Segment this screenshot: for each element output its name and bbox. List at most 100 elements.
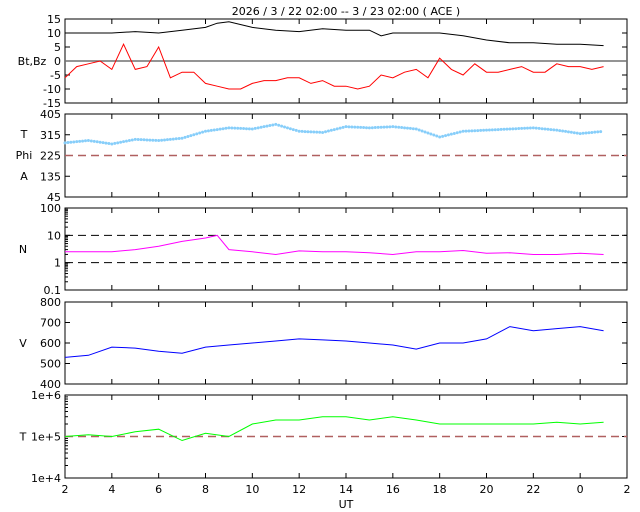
- phi-data-point: [265, 124, 269, 128]
- y-tick-label: 405: [40, 108, 61, 121]
- phi-data-point: [78, 139, 82, 143]
- phi-data-point: [446, 133, 450, 137]
- phi-data-point: [212, 128, 216, 132]
- phi-data-point: [233, 126, 237, 130]
- y-axis-label: Phi: [16, 149, 33, 162]
- phi-data-point: [499, 127, 503, 131]
- y-axis-label: Bt,Bz: [18, 55, 47, 68]
- phi-data-point: [86, 139, 90, 143]
- phi-data-point: [391, 125, 395, 129]
- phi-data-point: [426, 131, 430, 135]
- x-tick-label: 2: [62, 483, 69, 496]
- phi-data-point: [268, 124, 272, 128]
- phi-data-point: [490, 128, 494, 132]
- phi-data-point: [537, 126, 541, 130]
- y-axis-label: N: [19, 243, 27, 256]
- chart-title: 2026 / 3 / 22 02:00 -- 3 / 23 02:00 ( AC…: [232, 5, 460, 18]
- phi-data-point: [110, 142, 114, 146]
- y-axis-label: A: [20, 170, 28, 183]
- phi-data-point: [350, 125, 354, 129]
- phi-data-point: [204, 129, 207, 133]
- y-tick-label: 225: [40, 150, 61, 163]
- phi-data-point: [543, 127, 547, 131]
- phi-data-point: [517, 127, 521, 131]
- phi-data-point: [581, 131, 585, 135]
- x-tick-label: 4: [108, 483, 115, 496]
- phi-data-point: [414, 127, 418, 131]
- x-axis-label: UT: [339, 498, 354, 511]
- phi-data-point: [329, 128, 333, 132]
- phi-data-point: [283, 125, 287, 129]
- phi-data-point: [98, 140, 102, 144]
- phi-data-point: [476, 129, 480, 133]
- phi-data-point: [584, 131, 588, 135]
- phi-data-point: [332, 128, 336, 132]
- phi-data-point: [359, 125, 363, 129]
- phi-data-point: [201, 130, 205, 134]
- phi-data-point: [136, 138, 140, 142]
- phi-data-point: [209, 128, 213, 132]
- phi-data-point: [104, 141, 108, 145]
- phi-data-point: [420, 129, 424, 133]
- phi-data-point: [373, 126, 377, 130]
- phi-data-point: [531, 126, 535, 130]
- x-tick-label: 16: [386, 483, 400, 496]
- phi-data-point: [318, 130, 322, 134]
- phi-data-point: [236, 126, 240, 130]
- phi-data-point: [555, 128, 559, 132]
- phi-data-point: [224, 126, 228, 130]
- x-tick-label: 8: [202, 483, 209, 496]
- phi-data-point: [505, 127, 509, 131]
- phi-data-point: [356, 125, 360, 129]
- phi-data-point: [262, 125, 266, 129]
- phi-data-point: [303, 130, 307, 134]
- phi-data-point: [590, 130, 594, 134]
- phi-data-point: [256, 126, 260, 130]
- phi-data-point: [449, 132, 453, 136]
- phi-data-point: [566, 130, 570, 134]
- phi-data-point: [139, 138, 143, 142]
- phi-data-point: [309, 130, 313, 134]
- phi-data-point: [206, 129, 210, 133]
- phi-data-point: [549, 128, 553, 132]
- phi-data-point: [376, 125, 380, 129]
- phi-data-point: [388, 125, 392, 129]
- phi-data-point: [221, 127, 225, 131]
- phi-data-point: [177, 136, 181, 140]
- phi-data-point: [408, 126, 412, 130]
- phi-data-point: [294, 128, 298, 132]
- phi-data-point: [423, 130, 427, 134]
- phi-data-point: [312, 130, 316, 134]
- phi-data-point: [575, 131, 579, 135]
- phi-data-point: [133, 137, 137, 141]
- phi-data-point: [250, 127, 254, 131]
- phi-data-point: [540, 127, 544, 131]
- phi-data-point: [405, 126, 409, 130]
- phi-data-point: [271, 123, 275, 127]
- phi-data-point: [92, 139, 96, 143]
- phi-data-point: [259, 125, 263, 129]
- y-tick-label: 10: [47, 229, 61, 242]
- x-tick-label: 18: [433, 483, 447, 496]
- phi-data-point: [470, 129, 474, 133]
- y-tick-label: 315: [40, 129, 61, 142]
- phi-data-point: [335, 127, 339, 131]
- phi-data-point: [593, 130, 597, 134]
- phi-data-point: [321, 130, 325, 134]
- phi-data-point: [148, 138, 152, 142]
- phi-data-point: [467, 129, 471, 133]
- y-tick-label: 1e+4: [31, 472, 61, 485]
- phi-data-point: [596, 130, 600, 134]
- phi-data-point: [487, 128, 491, 132]
- phi-data-point: [525, 126, 529, 130]
- x-tick-label: 12: [292, 483, 306, 496]
- phi-data-point: [455, 131, 459, 135]
- x-tick-label: 22: [526, 483, 540, 496]
- y-tick-label: 135: [40, 170, 61, 183]
- series-line-bt: [65, 21, 604, 47]
- phi-data-point: [502, 127, 506, 131]
- x-tick-label: 20: [480, 483, 494, 496]
- phi-data-point: [429, 132, 433, 136]
- phi-data-point: [274, 122, 278, 126]
